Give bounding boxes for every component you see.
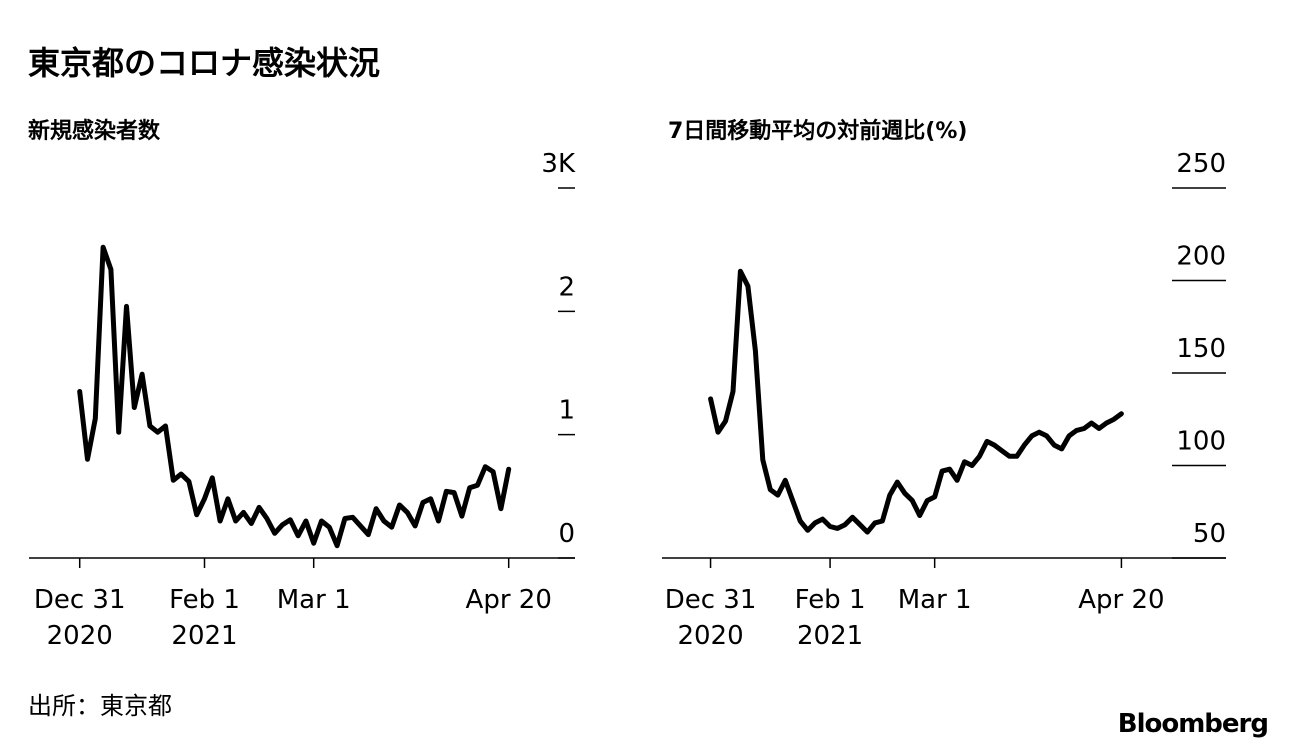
y-tick-label: 250 bbox=[1176, 149, 1226, 179]
x-tick-label: 2021 bbox=[171, 621, 237, 651]
x-tick-label: 2020 bbox=[677, 621, 743, 651]
data-line bbox=[708, 268, 1124, 535]
x-tick-label: Feb 1 bbox=[169, 585, 240, 615]
x-tick-label: Mar 1 bbox=[277, 585, 351, 615]
logo: Bloomberg bbox=[1118, 709, 1268, 739]
data-line bbox=[77, 244, 512, 549]
y-tick-label: 1 bbox=[558, 396, 575, 426]
x-tick-label: Apr 20 bbox=[1078, 585, 1164, 615]
y-tick-label: 0 bbox=[558, 519, 575, 549]
source: 出所：東京都 bbox=[28, 692, 172, 720]
y-tick-label: 150 bbox=[1176, 334, 1226, 364]
x-tick-label: 2020 bbox=[47, 621, 113, 651]
y-tick-label: 200 bbox=[1176, 242, 1226, 272]
x-tick-label: Apr 20 bbox=[466, 585, 552, 615]
y-tick-label: 3K bbox=[541, 149, 576, 179]
y-tick-label: 2 bbox=[558, 272, 575, 302]
x-tick-label: Dec 31 bbox=[665, 585, 757, 615]
x-tick-label: 2021 bbox=[797, 621, 863, 651]
x-tick-label: Feb 1 bbox=[795, 585, 866, 615]
x-tick-label: Mar 1 bbox=[898, 585, 972, 615]
y-tick-label: 50 bbox=[1193, 519, 1226, 549]
chart-title: 東京都のコロナ感染状況 bbox=[28, 44, 380, 82]
chart-subtitle: 7日間移動平均の対前週比(%) bbox=[668, 118, 967, 144]
y-tick-label: 100 bbox=[1176, 427, 1226, 457]
chart-subtitle: 新規感染者数 bbox=[28, 118, 161, 144]
x-tick-label: Dec 31 bbox=[34, 585, 126, 615]
